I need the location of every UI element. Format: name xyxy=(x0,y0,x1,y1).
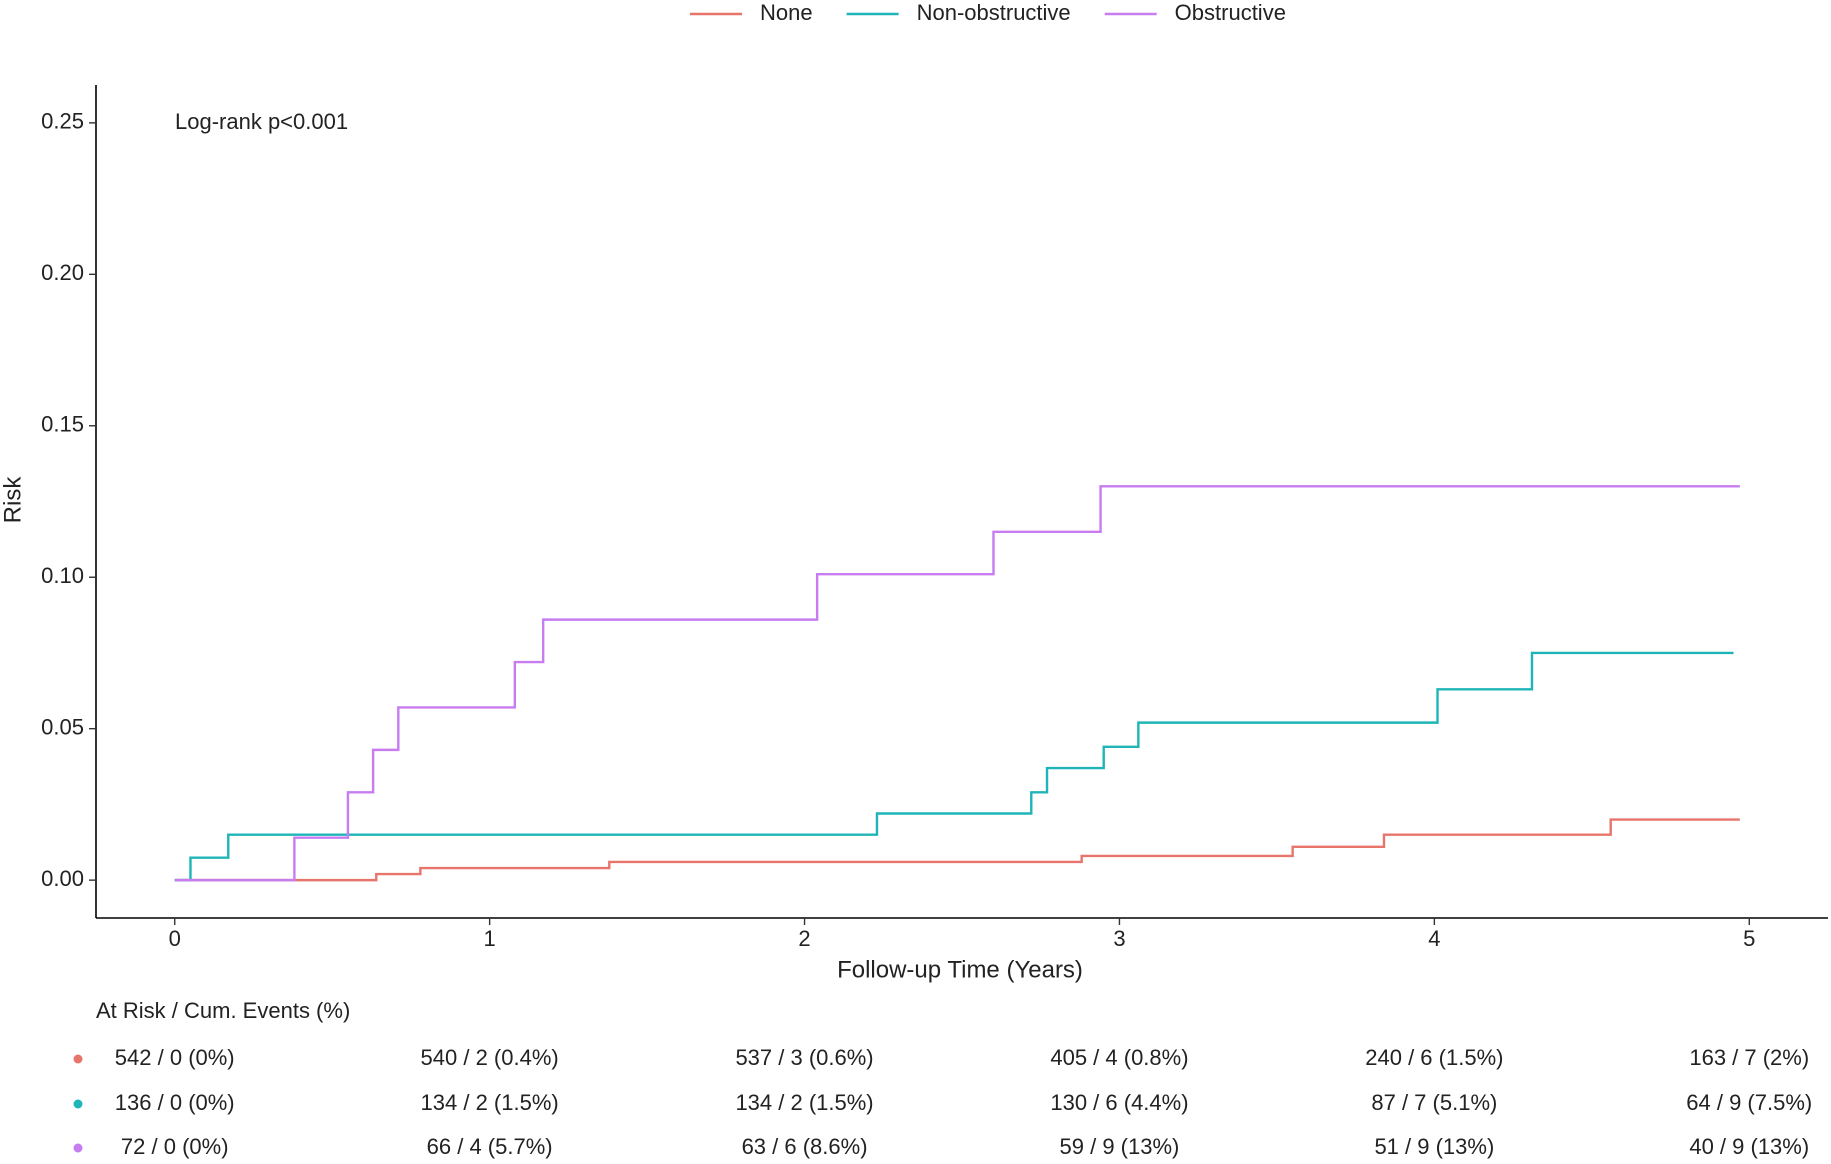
risk-cell: 540 / 2 (0.4%) xyxy=(421,1045,559,1070)
y-tick-label: 0.10 xyxy=(41,563,84,588)
y-axis-label: Risk xyxy=(0,476,26,524)
x-tick-label: 1 xyxy=(484,926,496,951)
legend-label: Obstructive xyxy=(1175,0,1286,25)
step-line xyxy=(174,485,1740,882)
risk-cell: 130 / 6 (4.4%) xyxy=(1050,1090,1188,1115)
x-tick-label: 4 xyxy=(1428,926,1440,951)
risk-cell: 40 / 9 (13%) xyxy=(1689,1134,1809,1159)
risk-table-title: At Risk / Cum. Events (%) xyxy=(96,998,350,1023)
annotation: Log-rank p<0.001 xyxy=(175,109,348,134)
risk-cell: 134 / 2 (1.5%) xyxy=(421,1090,559,1115)
x-tick-label: 2 xyxy=(798,926,810,951)
y-tick-label: 0.00 xyxy=(41,866,84,891)
risk-cell: 134 / 2 (1.5%) xyxy=(735,1090,873,1115)
risk-cell: 405 / 4 (0.8%) xyxy=(1050,1045,1188,1070)
risk-cell: 87 / 7 (5.1%) xyxy=(1371,1090,1497,1115)
legend-label: None xyxy=(760,0,813,25)
legend-label: Non-obstructive xyxy=(917,0,1071,25)
risk-row-marker xyxy=(73,1143,83,1153)
x-axis-label: Follow-up Time (Years) xyxy=(837,956,1083,983)
x-tick-label: 5 xyxy=(1743,926,1755,951)
risk-cell: 537 / 3 (0.6%) xyxy=(735,1045,873,1070)
y-tick-label: 0.15 xyxy=(41,412,84,437)
y-tick-label: 0.25 xyxy=(41,109,84,134)
risk-cell: 63 / 6 (8.6%) xyxy=(742,1134,868,1159)
risk-cell: 240 / 6 (1.5%) xyxy=(1365,1045,1503,1070)
risk-cell: 542 / 0 (0%) xyxy=(115,1045,235,1070)
step-line xyxy=(174,818,1740,882)
risk-cell: 163 / 7 (2%) xyxy=(1689,1045,1809,1070)
risk-row-marker xyxy=(73,1054,83,1064)
risk-cell: 64 / 9 (7.5%) xyxy=(1686,1090,1812,1115)
step-line xyxy=(174,651,1734,882)
risk-cell: 51 / 9 (13%) xyxy=(1374,1134,1494,1159)
x-tick-label: 0 xyxy=(169,926,181,951)
risk-cell: 72 / 0 (0%) xyxy=(121,1134,229,1159)
risk-cell: 66 / 4 (5.7%) xyxy=(427,1134,553,1159)
y-tick-label: 0.20 xyxy=(41,260,84,285)
risk-row-marker xyxy=(73,1099,83,1109)
risk-cell: 59 / 9 (13%) xyxy=(1060,1134,1180,1159)
y-tick-label: 0.05 xyxy=(41,714,84,739)
risk-cell: 136 / 0 (0%) xyxy=(115,1090,235,1115)
x-tick-label: 3 xyxy=(1113,926,1125,951)
